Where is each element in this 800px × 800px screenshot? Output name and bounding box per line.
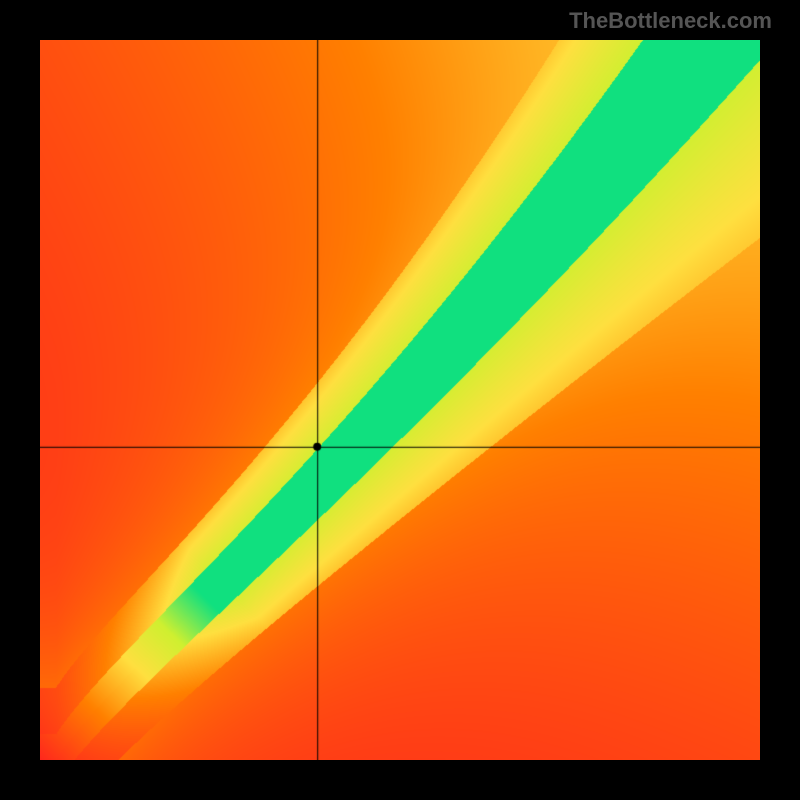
heatmap-plot [40,40,760,760]
watermark-text: TheBottleneck.com [569,8,772,34]
heatmap-canvas [40,40,760,760]
